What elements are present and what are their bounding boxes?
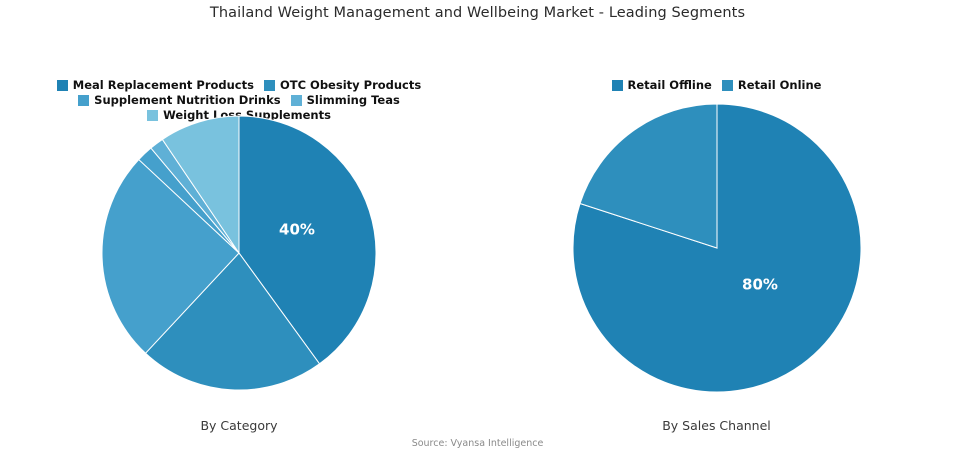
- legend-swatch-icon: [263, 80, 275, 91]
- pie-left-svg: 40%: [101, 115, 377, 391]
- pie-slice[interactable]: [101, 158, 240, 354]
- legend-item[interactable]: Weight Loss Supplements: [147, 108, 331, 123]
- caption-by-category: By Category: [200, 418, 278, 433]
- pie-right: 80%: [567, 98, 867, 398]
- legend-by-category: Meal Replacement Products OTC Obesity Pro…: [0, 78, 478, 123]
- legend-swatch-icon: [147, 110, 159, 121]
- legend-item[interactable]: Meal Replacement Products: [56, 78, 254, 93]
- legend-item[interactable]: OTC Obesity Products: [263, 78, 422, 93]
- legend-item[interactable]: Retail Online: [721, 78, 822, 93]
- legend-item[interactable]: Slimming Teas: [290, 93, 400, 108]
- caption-by-sales-channel: By Sales Channel: [662, 418, 771, 433]
- legend-swatch-icon: [611, 80, 623, 91]
- pie-right-svg: 80%: [572, 103, 861, 393]
- pie-chart-by-category: 40%: [0, 108, 478, 398]
- legend-item-label: Retail Offline: [627, 78, 712, 92]
- pie-left: 40%: [94, 108, 384, 398]
- legend-swatch-icon: [56, 80, 68, 91]
- legend-swatch-icon: [721, 80, 733, 91]
- legend-swatch-icon: [78, 95, 90, 106]
- page-title: Thailand Weight Management and Wellbeing…: [209, 5, 746, 21]
- legend-item-label: OTC Obesity Products: [279, 78, 422, 92]
- legend-item-label: Slimming Teas: [306, 93, 400, 107]
- legend-item-label: Meal Replacement Products: [72, 78, 254, 92]
- pie-panel-by-sales-channel: Retail Offline Retail Online 80% By Sales…: [478, 60, 955, 440]
- legend-item-label: Retail Online: [737, 78, 822, 92]
- legend-item[interactable]: Retail Offline: [611, 78, 712, 93]
- source-attribution: Source: Vyansa Intelligence: [411, 438, 544, 449]
- pie-slice[interactable]: [161, 115, 240, 255]
- pie-slice-value-label: 80%: [742, 276, 778, 294]
- pie-slice[interactable]: [578, 103, 717, 249]
- pie-slice-value-label: 40%: [279, 221, 315, 239]
- legend-item-label: Supplement Nutrition Drinks: [94, 93, 281, 107]
- pie-panel-by-category: Meal Replacement Products OTC Obesity Pro…: [0, 60, 478, 440]
- legend-swatch-icon: [290, 95, 302, 106]
- pie-slice[interactable]: [144, 252, 321, 391]
- legend-by-sales-channel: Retail Offline Retail Online: [478, 78, 955, 93]
- pie-slice[interactable]: [238, 115, 377, 365]
- legend-item-label: Weight Loss Supplements: [163, 108, 331, 122]
- pie-chart-by-sales-channel: 80%: [478, 98, 955, 398]
- legend-item[interactable]: Supplement Nutrition Drinks: [78, 93, 281, 108]
